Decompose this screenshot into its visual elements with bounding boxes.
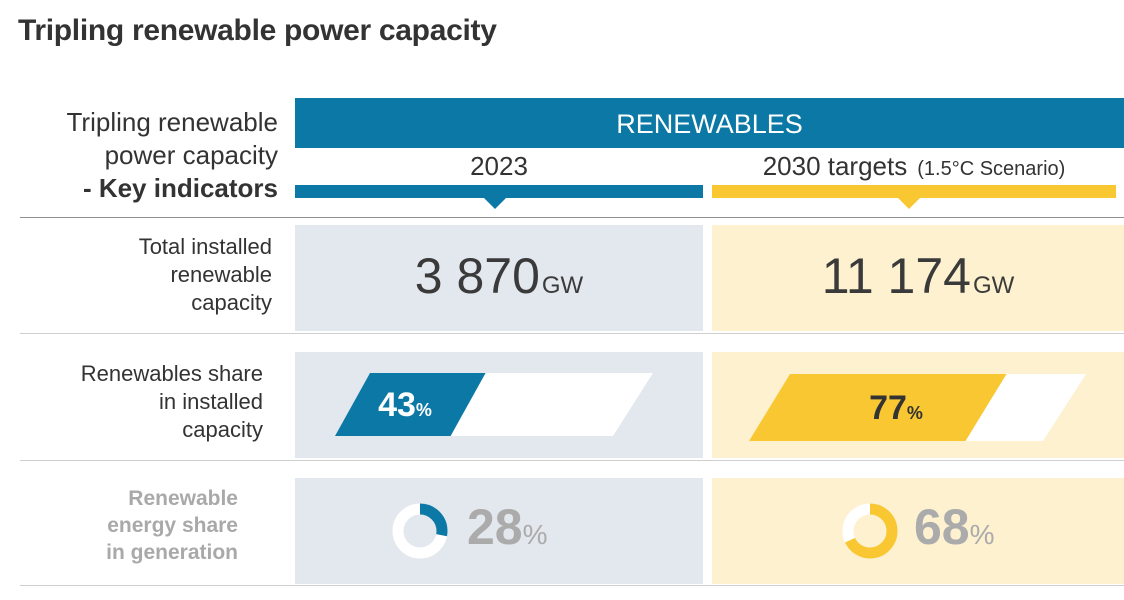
- bar-fill: [335, 373, 486, 436]
- row-label-share-generation: Renewable energy share in generation: [20, 485, 238, 566]
- capacity-2023-cell: 3 870GW: [295, 225, 703, 331]
- column-header-2030: 2030 targets (1.5°C Scenario): [712, 148, 1116, 187]
- pointer-2030-icon: [898, 198, 920, 209]
- row-divider: [20, 333, 1124, 334]
- percent-unit: %: [969, 519, 995, 550]
- generation-2030-donut-icon: [842, 503, 898, 559]
- label-line: capacity: [182, 417, 263, 442]
- renewables-banner: RENEWABLES: [295, 98, 1124, 148]
- targets-label: 2030 targets: [762, 151, 908, 181]
- label-line: Renewable: [128, 487, 238, 510]
- side-title-line3: - Key indicators: [82, 173, 278, 203]
- side-title-line2: power capacity: [104, 140, 278, 170]
- row-label-capacity: Total installed renewable capacity: [20, 233, 272, 317]
- column-bar-2023: [295, 185, 703, 198]
- share-installed-2030-cell: 77%: [712, 352, 1124, 458]
- capacity-2030-cell: 11 174GW: [712, 225, 1124, 331]
- share-installed-2030-label: 77%: [869, 389, 923, 427]
- share-generation-2030-cell: 68%: [712, 478, 1124, 584]
- capacity-2023-value: 3 870GW: [295, 247, 703, 305]
- header-divider: [20, 217, 1124, 218]
- column-header-2023: 2023: [470, 151, 528, 181]
- label-line: capacity: [191, 290, 272, 315]
- share-installed-2023-number: 43: [378, 386, 416, 424]
- capacity-unit: GW: [541, 272, 584, 299]
- capacity-2030-value: 11 174GW: [712, 247, 1124, 305]
- label-line: renewable: [170, 262, 272, 287]
- share-generation-2023-cell: 28%: [295, 478, 703, 584]
- share-installed-2023-cell: 43%: [295, 352, 703, 458]
- row-label-share-installed: Renewables share in installed capacity: [20, 360, 263, 444]
- share-generation-2023-value: 28%: [467, 498, 548, 556]
- donut-fill: [842, 503, 898, 559]
- capacity-unit: GW: [972, 272, 1015, 299]
- share-generation-2023-number: 28: [467, 499, 523, 555]
- side-title-line1: Tripling renewable: [66, 107, 278, 137]
- share-installed-2023-label: 43%: [378, 386, 432, 424]
- label-line: energy share: [107, 514, 238, 537]
- label-line: Renewables share: [80, 361, 263, 386]
- share-installed-2023-bar: 43%: [335, 373, 653, 436]
- column-bar-2030: [712, 185, 1116, 198]
- label-line: in generation: [106, 541, 238, 564]
- label-line: Total installed: [138, 234, 272, 259]
- pointer-2023-icon: [484, 198, 506, 209]
- row-divider: [20, 460, 1124, 461]
- share-generation-2030-value: 68%: [914, 498, 995, 556]
- label-line: in installed: [159, 389, 263, 414]
- capacity-2023-number: 3 870: [414, 248, 540, 304]
- generation-2023-donut-icon: [392, 503, 448, 559]
- row-divider: [20, 585, 1124, 586]
- percent-unit: %: [907, 403, 923, 423]
- share-generation-2030-number: 68: [914, 499, 970, 555]
- share-installed-2030-bar: 77%: [749, 374, 1086, 441]
- side-title: Tripling renewable power capacity - Key …: [10, 106, 278, 205]
- scenario-label: (1.5°C Scenario): [917, 158, 1066, 180]
- capacity-2030-number: 11 174: [821, 248, 971, 304]
- bar-fill: [749, 374, 1007, 441]
- page-title: Tripling renewable power capacity: [18, 14, 497, 47]
- share-installed-2030-number: 77: [869, 389, 907, 427]
- percent-unit: %: [416, 400, 432, 420]
- donut-fill: [392, 503, 448, 559]
- percent-unit: %: [522, 519, 548, 550]
